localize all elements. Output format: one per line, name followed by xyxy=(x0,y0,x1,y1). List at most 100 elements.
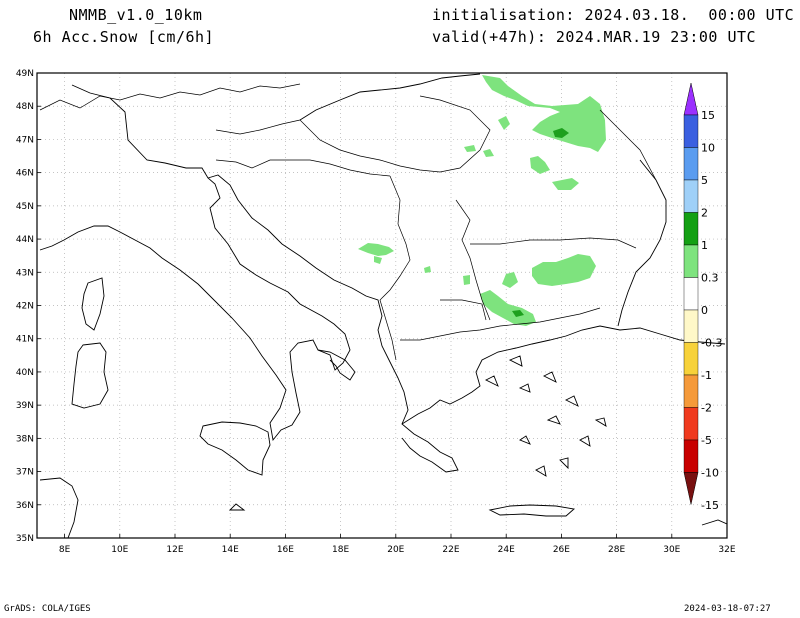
colorbar-segment xyxy=(683,114,699,148)
borders xyxy=(39,83,657,361)
graticule xyxy=(37,73,727,538)
colorbar: 15 10 5 2 1 0.3 0 -0.3 -1 -2 -5 -10 -15 xyxy=(683,82,722,512)
border-romania-moldova xyxy=(599,109,657,181)
colorbar-label: 15 xyxy=(701,109,715,122)
lon-label: 26E xyxy=(553,545,570,555)
field-title: 6h Acc.Snow [cm/6h] xyxy=(33,28,215,46)
italy-heel xyxy=(317,349,356,381)
border-hungary-romania xyxy=(299,95,491,173)
lon-label: 20E xyxy=(387,545,404,555)
adriatic-east xyxy=(207,174,459,473)
snow-area-romania xyxy=(464,145,579,190)
border-romania-bulgaria xyxy=(470,237,637,249)
colorbar-label: -2 xyxy=(701,402,712,415)
colorbar-segment xyxy=(683,244,699,278)
lon-label: 14E xyxy=(222,545,239,555)
colorbar-label: -1 xyxy=(701,369,712,382)
balkans-north xyxy=(299,73,481,121)
tunisia-coast xyxy=(39,477,79,538)
colorbar-label: 0.3 xyxy=(701,272,719,285)
border-serbia-bulgaria xyxy=(455,199,491,321)
lon-label: 28E xyxy=(608,545,625,555)
colorbar-label: -15 xyxy=(701,499,719,512)
latitude-labels: 49N 48N 47N 46N 45N 44N 43N 42N 41N 40N 39N 38N 37N 3… xyxy=(16,69,41,544)
colorbar-segment xyxy=(683,277,699,311)
valid-time: valid(+47h): 2024.MAR.19 23:00 UTC xyxy=(432,28,757,46)
greece-aegean xyxy=(401,325,726,425)
snow-area-bulgaria xyxy=(463,254,596,288)
lon-label: 18E xyxy=(332,545,349,555)
border-slovenia-croatia xyxy=(215,159,391,177)
border-alps xyxy=(39,83,301,111)
snow-area-patch xyxy=(498,116,510,130)
longitude-labels: 8E 10E 12E 14E 16E 18E 20E 22E 24E 26E 28E 30E 32E xyxy=(59,534,736,555)
lat-label: 46N xyxy=(16,169,34,179)
lat-label: 48N xyxy=(16,102,34,112)
lon-label: 24E xyxy=(498,545,515,555)
map-area xyxy=(39,73,727,538)
colorbar-label: -10 xyxy=(701,467,719,480)
colorbar-label: 5 xyxy=(701,174,708,187)
colorbar-segment xyxy=(683,407,699,441)
colorbar-arrow-bottom xyxy=(683,472,699,505)
colorbar-segment xyxy=(683,439,699,473)
border-north-macedonia xyxy=(440,299,487,321)
init-time: initialisation: 2024.03.18. 00:00 UTC xyxy=(432,6,795,24)
snow-area-rhodope-core xyxy=(512,310,524,317)
colorbar-arrow-top xyxy=(683,82,699,116)
lat-label: 37N xyxy=(16,468,34,478)
sardinia-coast xyxy=(71,342,109,409)
lon-label: 10E xyxy=(111,545,128,555)
lat-label: 47N xyxy=(16,135,34,145)
border-greece-north xyxy=(400,307,601,341)
border-bosnia-serbia xyxy=(379,175,411,301)
italy-coast xyxy=(39,84,351,442)
lat-label: 35N xyxy=(16,534,34,544)
colorbar-segment xyxy=(683,179,699,213)
black-sea-west xyxy=(617,159,667,327)
coastlines xyxy=(39,73,727,538)
cyprus-coast xyxy=(701,519,727,526)
lon-label: 12E xyxy=(166,545,183,555)
colorbar-label: -5 xyxy=(701,434,712,447)
lat-label: 45N xyxy=(16,202,34,212)
colorbar-segment xyxy=(683,147,699,181)
lat-label: 42N xyxy=(16,302,34,312)
border-austria-hungary xyxy=(215,119,301,135)
africa-coast xyxy=(228,503,246,511)
lat-label: 38N xyxy=(16,434,34,444)
aegean-islands xyxy=(484,355,607,477)
colorbar-label: 0 xyxy=(701,304,708,317)
lat-label: 39N xyxy=(16,401,34,411)
colorbar-segment xyxy=(683,212,699,246)
snow-area-balkans xyxy=(358,243,431,273)
border-albania xyxy=(379,299,397,361)
crete-coast xyxy=(488,504,576,517)
lat-label: 40N xyxy=(16,368,34,378)
colorbar-label: 10 xyxy=(701,142,715,155)
colorbar-segment xyxy=(683,309,699,343)
lon-label: 30E xyxy=(663,545,680,555)
colorbar-label: 2 xyxy=(701,207,708,220)
lat-label: 49N xyxy=(16,69,34,79)
corsica-coast xyxy=(81,277,105,331)
snow-area-ukraine xyxy=(482,75,606,152)
lon-label: 32E xyxy=(718,545,735,555)
footer-timestamp: 2024-03-18-07:27 xyxy=(684,604,771,614)
snow-area-rhodope xyxy=(480,290,536,326)
colorbar-segment xyxy=(683,342,699,376)
footer-credit: GrADS: COLA/IGES xyxy=(4,604,91,614)
snow-areas xyxy=(358,75,606,326)
sicily-coast xyxy=(199,421,271,476)
lon-label: 22E xyxy=(442,545,459,555)
model-title: NMMB_v1.0_10km xyxy=(69,6,203,24)
colorbar-segment xyxy=(683,374,699,408)
lat-label: 44N xyxy=(16,235,34,245)
lat-label: 41N xyxy=(16,335,34,345)
lat-label: 36N xyxy=(16,501,34,511)
lat-label: 43N xyxy=(16,268,34,278)
lon-label: 16E xyxy=(277,545,294,555)
colorbar-label: -0.3 xyxy=(701,337,722,350)
colorbar-label: 1 xyxy=(701,239,708,252)
lon-label: 8E xyxy=(59,545,71,555)
